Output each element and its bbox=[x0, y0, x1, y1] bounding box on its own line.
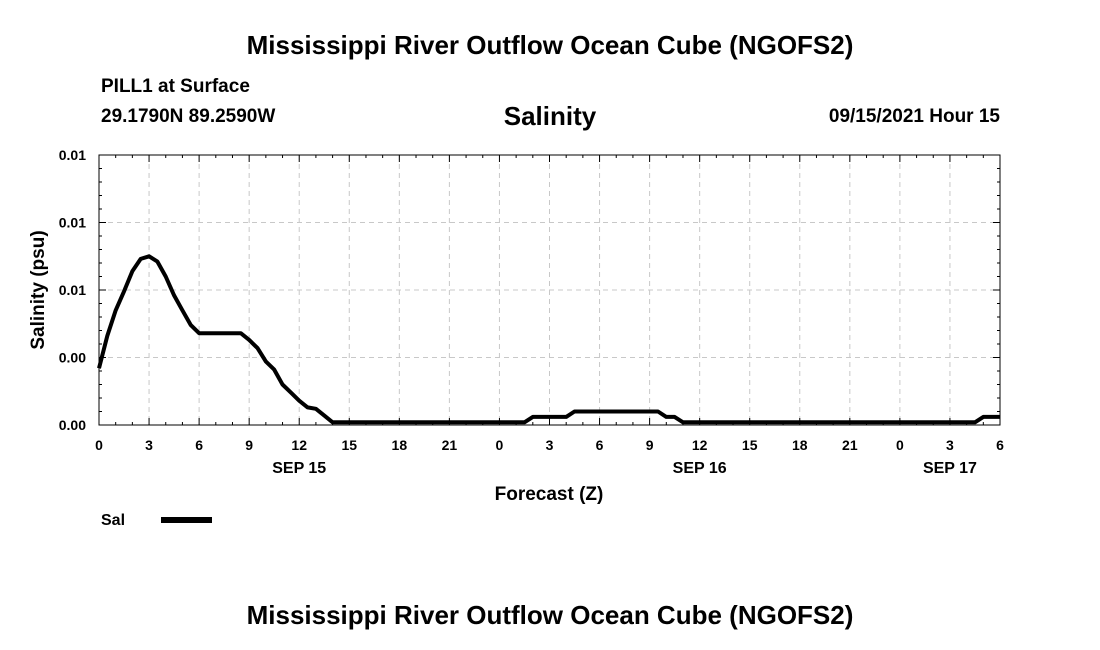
x-tick-label: 0 bbox=[896, 437, 904, 453]
x-tick-label: 21 bbox=[842, 437, 858, 453]
legend: Sal bbox=[101, 512, 212, 529]
station-coordinates: 29.1790N 89.2590W bbox=[101, 106, 276, 127]
x-tick-label: 6 bbox=[195, 437, 203, 453]
x-tick-label: 9 bbox=[646, 437, 654, 453]
x-axis-title: Forecast (Z) bbox=[495, 484, 604, 505]
x-tick-label: 15 bbox=[742, 437, 758, 453]
x-tick-label: 18 bbox=[392, 437, 408, 453]
date-label: SEP 16 bbox=[673, 460, 727, 477]
forecast-datetime: 09/15/2021 Hour 15 bbox=[828, 106, 1000, 127]
station-label: PILL1 at Surface bbox=[101, 76, 250, 97]
x-tick-label: 0 bbox=[95, 437, 103, 453]
y-tick-label: 0.00 bbox=[59, 417, 86, 433]
x-tick-label: 15 bbox=[341, 437, 357, 453]
x-tick-label: 3 bbox=[145, 437, 153, 453]
grid bbox=[99, 155, 1000, 425]
legend-label-sal: Sal bbox=[101, 512, 125, 529]
x-tick-label: 0 bbox=[496, 437, 504, 453]
x-tick-label: 12 bbox=[692, 437, 708, 453]
x-tick-label: 9 bbox=[245, 437, 253, 453]
axis-labels: 0 3 6 9 12 15 18 21 0 3 6 9 12 15 18 21 0 3 6 SEP 15 SEP 16 S… bbox=[59, 147, 1004, 477]
x-tick-label: 3 bbox=[946, 437, 954, 453]
chart-footer-title: Mississippi River Outflow Ocean Cube (NG… bbox=[246, 600, 854, 630]
chart-main-title: Mississippi River Outflow Ocean Cube (NG… bbox=[246, 30, 854, 60]
date-label: SEP 15 bbox=[272, 460, 326, 477]
series-layer bbox=[97, 254, 1000, 425]
y-tick-label: 0.01 bbox=[59, 215, 86, 231]
y-axis-title: Salinity (psu) bbox=[28, 230, 49, 349]
y-tick-label: 0.01 bbox=[59, 147, 86, 163]
y-tick-label: 0.01 bbox=[59, 282, 86, 298]
x-tick-label: 21 bbox=[442, 437, 458, 453]
series-line-sal bbox=[97, 254, 1000, 425]
y-tick-label: 0.00 bbox=[59, 350, 86, 366]
x-tick-label: 12 bbox=[291, 437, 307, 453]
variable-title: Salinity bbox=[503, 101, 597, 131]
plot-frame bbox=[98, 154, 1001, 426]
x-tick-label: 18 bbox=[792, 437, 808, 453]
x-tick-label: 6 bbox=[996, 437, 1004, 453]
x-tick-label: 6 bbox=[596, 437, 604, 453]
x-tick-label: 3 bbox=[546, 437, 554, 453]
date-label: SEP 17 bbox=[923, 460, 977, 477]
